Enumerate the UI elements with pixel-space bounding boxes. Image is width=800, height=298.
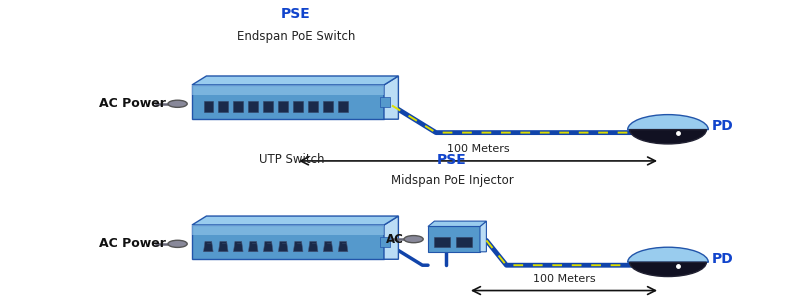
FancyBboxPatch shape bbox=[338, 101, 348, 112]
Polygon shape bbox=[294, 241, 303, 252]
Text: PSE: PSE bbox=[437, 153, 467, 167]
Polygon shape bbox=[338, 241, 348, 252]
FancyBboxPatch shape bbox=[192, 225, 384, 259]
Polygon shape bbox=[380, 237, 390, 247]
Circle shape bbox=[404, 235, 423, 243]
Text: AC Power: AC Power bbox=[98, 237, 166, 250]
Polygon shape bbox=[323, 241, 333, 252]
Polygon shape bbox=[480, 221, 486, 252]
Text: AC: AC bbox=[386, 233, 404, 246]
FancyBboxPatch shape bbox=[456, 237, 472, 247]
FancyBboxPatch shape bbox=[203, 101, 213, 112]
FancyBboxPatch shape bbox=[192, 85, 384, 119]
Polygon shape bbox=[249, 241, 258, 252]
Polygon shape bbox=[203, 241, 213, 252]
FancyBboxPatch shape bbox=[218, 101, 228, 112]
Text: 100 Meters: 100 Meters bbox=[446, 144, 510, 154]
Wedge shape bbox=[630, 130, 706, 144]
FancyBboxPatch shape bbox=[234, 101, 243, 112]
FancyBboxPatch shape bbox=[249, 101, 258, 112]
Polygon shape bbox=[380, 97, 390, 107]
FancyBboxPatch shape bbox=[294, 101, 303, 112]
FancyBboxPatch shape bbox=[192, 225, 384, 235]
Polygon shape bbox=[428, 221, 486, 226]
Wedge shape bbox=[628, 115, 708, 130]
Polygon shape bbox=[234, 241, 243, 252]
Polygon shape bbox=[263, 241, 273, 252]
Text: UTP Switch: UTP Switch bbox=[259, 153, 325, 167]
Text: Endspan PoE Switch: Endspan PoE Switch bbox=[237, 30, 355, 43]
FancyBboxPatch shape bbox=[428, 226, 480, 252]
Polygon shape bbox=[384, 76, 398, 119]
Polygon shape bbox=[384, 216, 398, 259]
Text: PD: PD bbox=[712, 119, 734, 133]
FancyBboxPatch shape bbox=[308, 101, 318, 112]
FancyBboxPatch shape bbox=[323, 101, 333, 112]
Text: PD: PD bbox=[712, 252, 734, 266]
FancyBboxPatch shape bbox=[263, 101, 273, 112]
Polygon shape bbox=[218, 241, 228, 252]
Polygon shape bbox=[308, 241, 318, 252]
Text: PSE: PSE bbox=[281, 7, 311, 21]
Text: AC Power: AC Power bbox=[98, 97, 166, 110]
Circle shape bbox=[168, 100, 187, 107]
Wedge shape bbox=[630, 262, 706, 277]
Polygon shape bbox=[192, 76, 398, 85]
Polygon shape bbox=[278, 241, 288, 252]
FancyBboxPatch shape bbox=[434, 237, 450, 247]
FancyBboxPatch shape bbox=[192, 85, 384, 94]
FancyBboxPatch shape bbox=[278, 101, 288, 112]
Polygon shape bbox=[192, 216, 398, 225]
Text: 100 Meters: 100 Meters bbox=[533, 274, 595, 284]
Wedge shape bbox=[628, 247, 708, 262]
Circle shape bbox=[168, 240, 187, 247]
Text: Midspan PoE Injector: Midspan PoE Injector bbox=[390, 174, 514, 187]
